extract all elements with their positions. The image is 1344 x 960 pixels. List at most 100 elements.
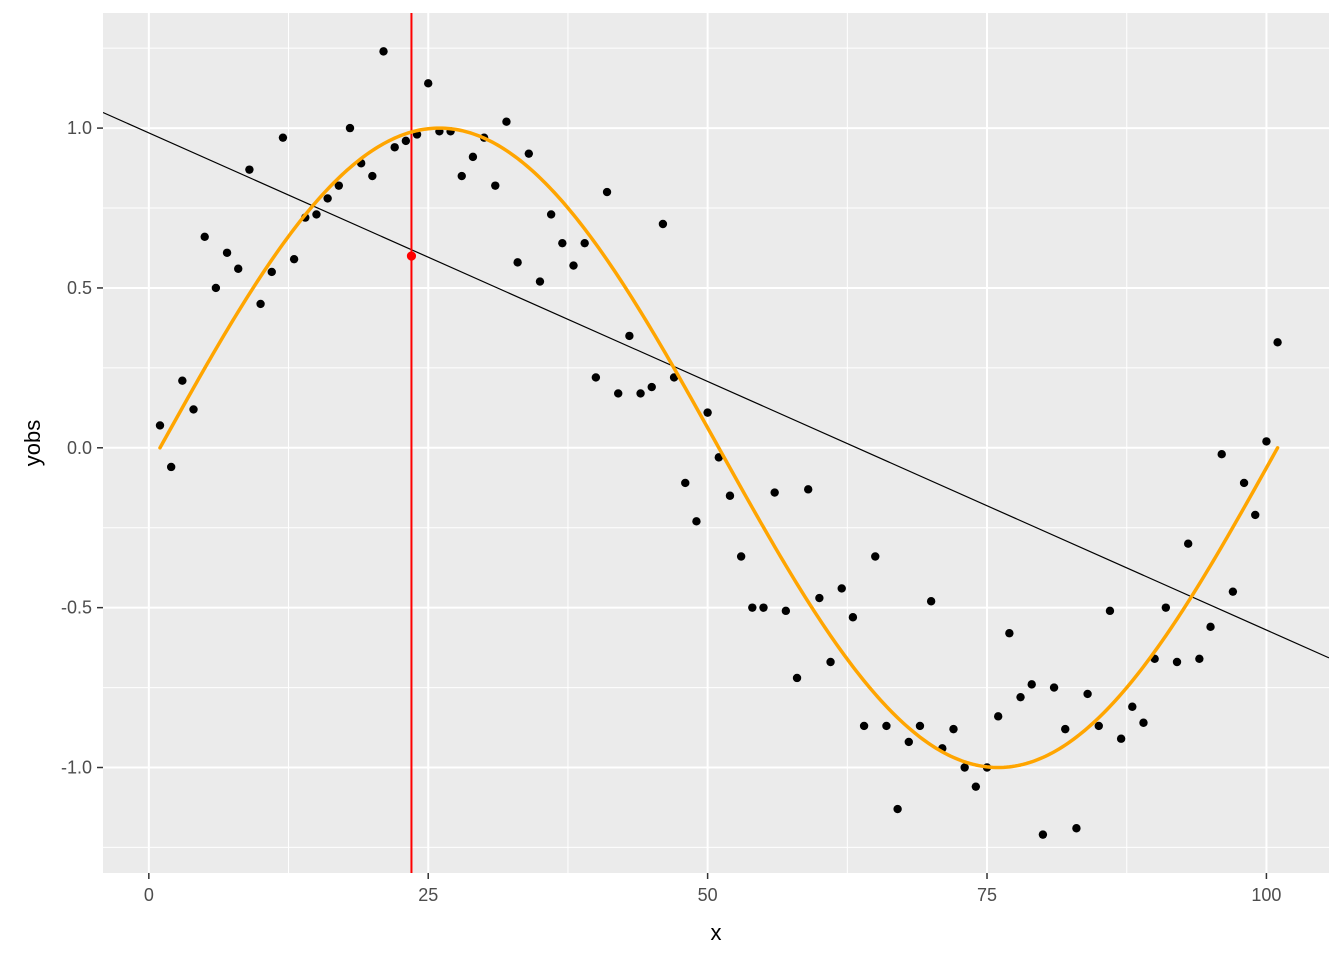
data-point xyxy=(1016,692,1025,702)
data-point xyxy=(915,721,925,731)
data-point xyxy=(770,488,779,497)
data-point xyxy=(256,299,265,309)
data-point xyxy=(234,264,243,273)
data-point xyxy=(200,232,209,241)
data-point xyxy=(871,552,880,561)
data-point xyxy=(736,552,746,561)
data-point xyxy=(278,133,288,142)
data-point xyxy=(1072,824,1081,833)
data-point xyxy=(222,248,232,257)
data-point xyxy=(401,136,411,146)
data-point xyxy=(1094,721,1103,731)
data-point xyxy=(502,117,511,126)
data-point xyxy=(1105,606,1115,616)
data-point xyxy=(211,283,221,293)
data-point xyxy=(580,238,589,248)
data-point xyxy=(345,123,355,133)
x-tick-label: 25 xyxy=(418,885,438,905)
data-point xyxy=(692,517,701,526)
x-tick-label: 0 xyxy=(144,885,154,905)
data-point xyxy=(267,267,276,277)
x-tick-label: 100 xyxy=(1251,885,1281,905)
y-axis: -1.0 -0.5 0.0 0.5 1.0 xyxy=(61,118,103,777)
y-tick-label: 0.5 xyxy=(67,278,92,298)
data-point xyxy=(491,181,500,190)
data-point xyxy=(960,763,969,772)
data-point xyxy=(1239,478,1249,488)
data-point xyxy=(468,152,478,162)
data-point xyxy=(591,373,601,382)
data-point xyxy=(759,603,768,612)
data-point xyxy=(647,382,656,392)
data-point xyxy=(602,187,612,197)
x-axis-title: x xyxy=(711,920,722,945)
x-tick-label: 50 xyxy=(698,885,718,905)
data-point xyxy=(546,210,556,219)
data-point xyxy=(558,238,567,248)
data-point xyxy=(166,462,176,472)
data-point xyxy=(1251,510,1260,520)
data-point xyxy=(792,673,802,683)
data-point xyxy=(368,171,377,181)
x-tick-label: 75 xyxy=(977,885,997,905)
data-point xyxy=(837,584,846,593)
x-axis: 0 25 50 75 100 xyxy=(144,873,1281,905)
data-point xyxy=(1228,587,1238,596)
marks xyxy=(103,13,1329,873)
data-point xyxy=(1195,654,1204,663)
data-point xyxy=(904,737,913,747)
data-point xyxy=(1139,718,1148,727)
data-point xyxy=(826,657,835,667)
data-point xyxy=(848,613,858,622)
data-point xyxy=(1005,629,1014,638)
data-point xyxy=(993,712,1003,721)
data-point xyxy=(714,453,723,462)
data-point xyxy=(1027,680,1036,689)
data-point xyxy=(1172,657,1182,667)
data-point xyxy=(289,254,299,264)
data-point xyxy=(1038,830,1048,839)
sine-curve xyxy=(158,126,1280,770)
data-point xyxy=(1128,702,1137,711)
y-tick-label: 1.0 xyxy=(67,118,92,138)
data-point xyxy=(882,721,891,731)
data-point xyxy=(334,181,344,190)
data-point xyxy=(625,331,634,341)
data-point xyxy=(390,143,399,152)
data-point xyxy=(1161,603,1171,612)
data-point xyxy=(949,724,958,734)
data-point xyxy=(1183,539,1193,548)
data-point xyxy=(748,603,757,612)
y-axis-title: yobs xyxy=(20,420,45,466)
data-point xyxy=(614,389,623,398)
data-point xyxy=(1083,689,1092,699)
y-tick-label: 0.0 xyxy=(67,438,92,458)
data-point xyxy=(513,258,522,267)
data-point xyxy=(971,782,981,791)
data-point xyxy=(815,593,824,603)
data-point xyxy=(781,606,791,616)
data-point xyxy=(1061,724,1070,734)
data-point xyxy=(178,376,187,385)
regression-line xyxy=(103,111,1329,659)
data-point xyxy=(1217,449,1226,459)
data-point xyxy=(636,389,645,398)
data-point xyxy=(424,79,433,88)
data-point xyxy=(926,597,936,606)
data-point xyxy=(155,421,165,430)
data-point xyxy=(569,261,578,270)
data-point xyxy=(681,478,690,488)
data-point xyxy=(312,210,321,219)
data-point xyxy=(703,408,712,417)
data-point xyxy=(1049,683,1059,692)
data-point xyxy=(859,721,869,731)
data-point xyxy=(1262,437,1271,446)
data-point xyxy=(1273,338,1282,347)
highlight-point xyxy=(406,251,417,261)
data-point xyxy=(658,219,668,229)
data-point xyxy=(804,485,813,494)
data-point xyxy=(535,277,545,286)
data-point xyxy=(893,804,902,814)
data-point xyxy=(379,47,388,56)
